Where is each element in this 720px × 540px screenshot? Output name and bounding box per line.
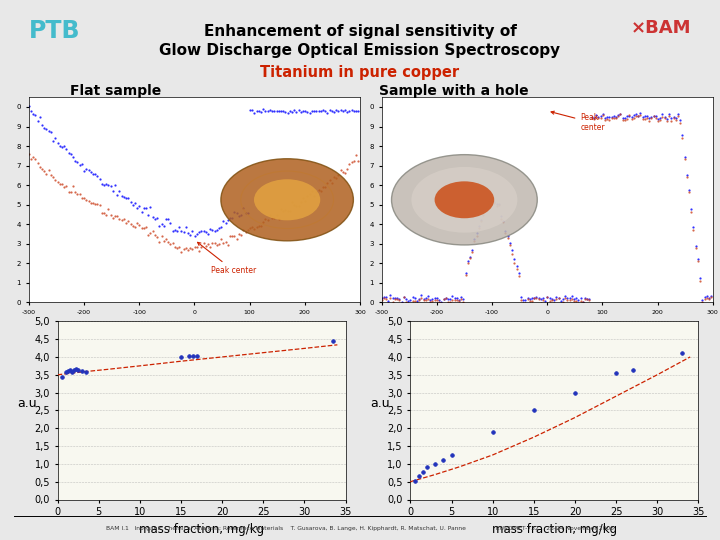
Point (328, 336, 339, 345)
Point (66, 368, 77, 376)
Circle shape (254, 179, 320, 220)
Point (76, 367, 88, 375)
Text: PTB: PTB (29, 19, 81, 43)
Point (60, 368, 71, 376)
Point (409, 477, 420, 485)
Text: BAM I.1   Inorganic Chemical Analysis; Reference Materials    T. Gusarova, B. La: BAM I.1 Inorganic Chemical Analysis; Ref… (106, 525, 614, 531)
Y-axis label: a.u.: a.u. (370, 397, 393, 410)
X-axis label: mass fraction, mg/kg: mass fraction, mg/kg (139, 523, 264, 536)
Text: Peak center: Peak center (197, 242, 256, 275)
Point (421, 463, 433, 472)
Text: ×BAM: ×BAM (631, 19, 691, 37)
Point (570, 388, 581, 397)
Text: Glow Discharge Optical Emission Spectroscopy: Glow Discharge Optical Emission Spectros… (159, 43, 561, 58)
Point (56, 372, 68, 381)
Point (175, 353, 186, 361)
Circle shape (435, 181, 494, 218)
X-axis label: mass fraction, mg/kg: mass fraction, mg/kg (492, 523, 617, 536)
Point (417, 468, 428, 476)
Point (63, 367, 74, 375)
Text: Flat sample: Flat sample (70, 84, 161, 98)
Point (611, 369, 622, 377)
Point (81, 368, 92, 376)
Text: Titanium in pure copper: Titanium in pure copper (261, 65, 459, 80)
Circle shape (221, 159, 354, 241)
Y-axis label: a.u.: a.u. (17, 397, 40, 410)
Text: Enhancement of signal sensitivity of: Enhancement of signal sensitivity of (204, 24, 516, 39)
Point (70, 365, 81, 374)
Point (438, 455, 449, 464)
Point (676, 349, 688, 357)
Point (446, 450, 457, 459)
Point (73, 366, 84, 375)
Point (184, 352, 195, 361)
Point (413, 472, 424, 481)
Point (68, 366, 80, 374)
Point (188, 352, 199, 360)
Point (627, 366, 639, 375)
Point (192, 351, 203, 360)
Text: Peak
center: Peak center (551, 111, 605, 132)
Point (487, 428, 498, 436)
Circle shape (411, 167, 518, 233)
Point (429, 460, 441, 468)
Point (528, 406, 539, 415)
Point (64, 366, 76, 375)
Text: Sample with a hole: Sample with a hole (379, 84, 528, 98)
Circle shape (392, 154, 537, 245)
